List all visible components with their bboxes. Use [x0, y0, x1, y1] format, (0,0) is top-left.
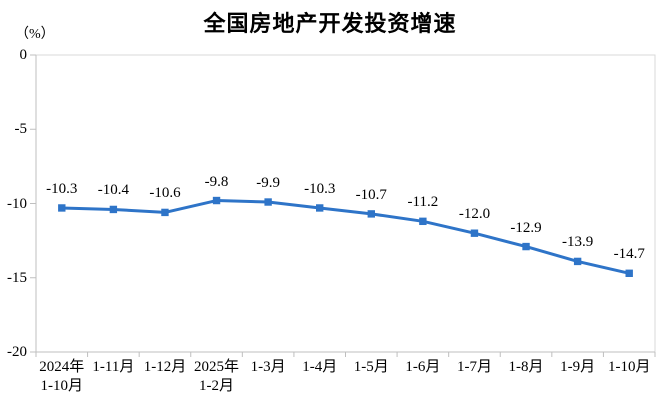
data-label: -11.2 — [407, 194, 439, 211]
data-label: -10.4 — [97, 182, 129, 199]
data-point-marker — [470, 229, 479, 237]
y-axis-unit-label: （%） — [15, 27, 55, 42]
data-point-marker — [625, 269, 633, 277]
y-axis-tick-label: -5 — [14, 121, 28, 138]
data-point-marker — [58, 204, 66, 212]
y-axis-tick-label: -10 — [7, 195, 27, 212]
data-point-marker — [316, 204, 324, 212]
data-label: -13.9 — [562, 234, 594, 251]
x-axis-tick-label: 1-8月 — [508, 359, 544, 375]
data-point-marker — [522, 242, 530, 251]
data-label: -10.7 — [355, 186, 387, 203]
data-label: -12.0 — [458, 206, 491, 223]
data-point-marker — [367, 210, 375, 218]
x-axis-tick-label: 2025年 1-2月 — [194, 359, 240, 394]
data-point-marker — [573, 257, 582, 266]
x-axis-tick-label: 1-5月 — [353, 359, 389, 375]
x-axis-tick-label: 1-11月 — [92, 359, 135, 375]
data-label: -12.9 — [510, 219, 542, 236]
x-axis-tick-label: 1-10月 — [607, 359, 651, 375]
x-axis-tick-label: 1-6月 — [405, 359, 441, 375]
data-label: -9.8 — [204, 173, 229, 190]
data-point-marker — [264, 198, 272, 206]
x-axis-tick-label: 1-12月 — [143, 359, 187, 375]
y-axis-tick-label: -15 — [7, 269, 27, 286]
y-axis-tick-label: -20 — [7, 344, 27, 360]
data-label: -9.9 — [256, 175, 280, 191]
data-point-marker — [212, 196, 221, 205]
x-axis-tick-label: 1-4月 — [302, 359, 338, 375]
y-axis-tick-label: 0 — [19, 47, 28, 63]
series-line — [60, 199, 631, 275]
plot-border — [35, 54, 656, 353]
data-label: -10.3 — [304, 180, 336, 197]
data-label: -10.3 — [46, 180, 78, 197]
data-point-marker — [109, 205, 118, 214]
chart-title: 全国房地产开发投资增速 — [203, 11, 457, 36]
x-axis-tick-label: 1-9月 — [560, 359, 596, 375]
x-axis-tick-label: 2024年 1-10月 — [39, 359, 85, 394]
data-label: -14.7 — [613, 246, 645, 263]
data-point-marker — [419, 217, 427, 226]
data-point-marker — [161, 208, 169, 217]
data-label: -10.6 — [149, 185, 181, 202]
x-axis-tick-label: 1-7月 — [456, 359, 492, 375]
x-axis-tick-label: 1-3月 — [250, 359, 286, 375]
